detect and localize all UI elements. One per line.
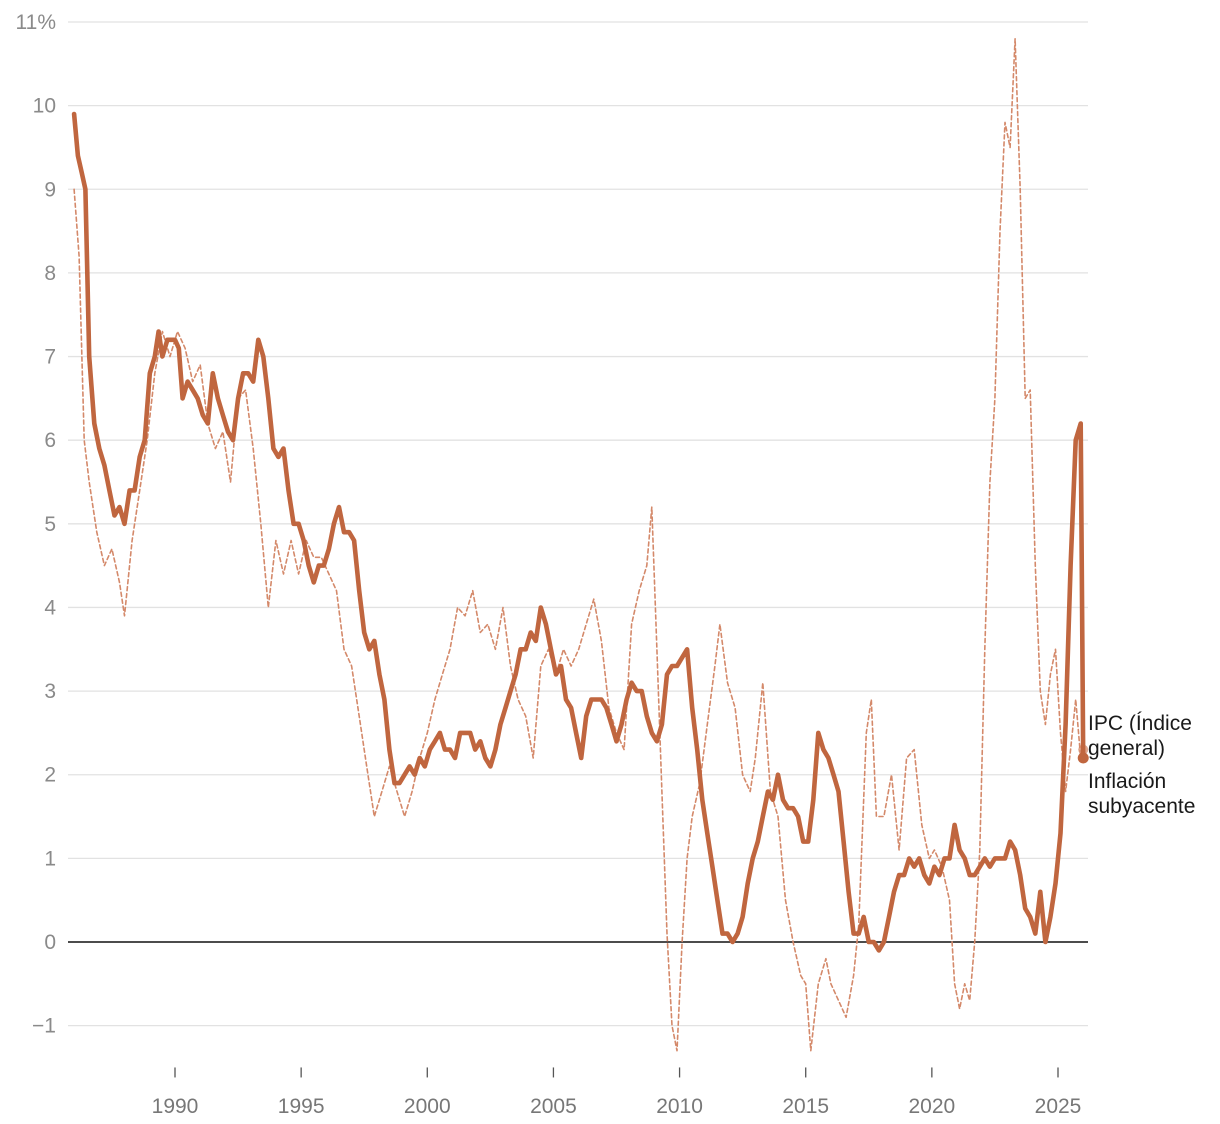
legend-label-core-inflation: subyacente — [1088, 795, 1195, 818]
series-line-core-inflation — [71, 111, 1086, 953]
series-end-dot-core-inflation — [1077, 752, 1089, 764]
y-tick-label: 9 — [44, 178, 56, 201]
x-tick-label: 1995 — [278, 1095, 325, 1118]
x-axis: 1990 1995 2000 2005 2010 2015 2020 2025 — [152, 1067, 1082, 1118]
y-tick-label: −1 — [32, 1015, 56, 1038]
x-tick-label: 2015 — [782, 1095, 829, 1118]
legend-label-core-inflation: Inflación — [1088, 770, 1166, 793]
x-tick-label: 2010 — [656, 1095, 703, 1118]
y-tick-label: 3 — [44, 680, 56, 703]
y-tick-label: 8 — [44, 262, 56, 285]
legend-label-ipc: IPC (Índice — [1088, 712, 1192, 735]
y-tick-label: 6 — [44, 429, 56, 452]
x-tick-label: 2005 — [530, 1095, 577, 1118]
y-tick-label: 1 — [44, 847, 56, 870]
x-tick-label: 2025 — [1035, 1095, 1082, 1118]
legend-label-ipc: general) — [1088, 737, 1165, 760]
y-tick-label: 0 — [44, 931, 56, 954]
y-tick-label: 10 — [33, 95, 56, 118]
y-tick-label: 7 — [44, 346, 56, 369]
y-tick-label: 5 — [44, 513, 56, 536]
y-tick-label: 11% — [16, 11, 56, 34]
series-line-ipc — [73, 37, 1084, 1052]
x-tick-label: 2020 — [908, 1095, 955, 1118]
y-tick-label: 2 — [44, 764, 56, 787]
y-tick-label: 4 — [44, 596, 56, 619]
gridlines — [68, 21, 1088, 1027]
x-tick-label: 2000 — [404, 1095, 451, 1118]
series-lines — [71, 37, 1089, 1052]
x-tick-label: 1990 — [152, 1095, 199, 1118]
